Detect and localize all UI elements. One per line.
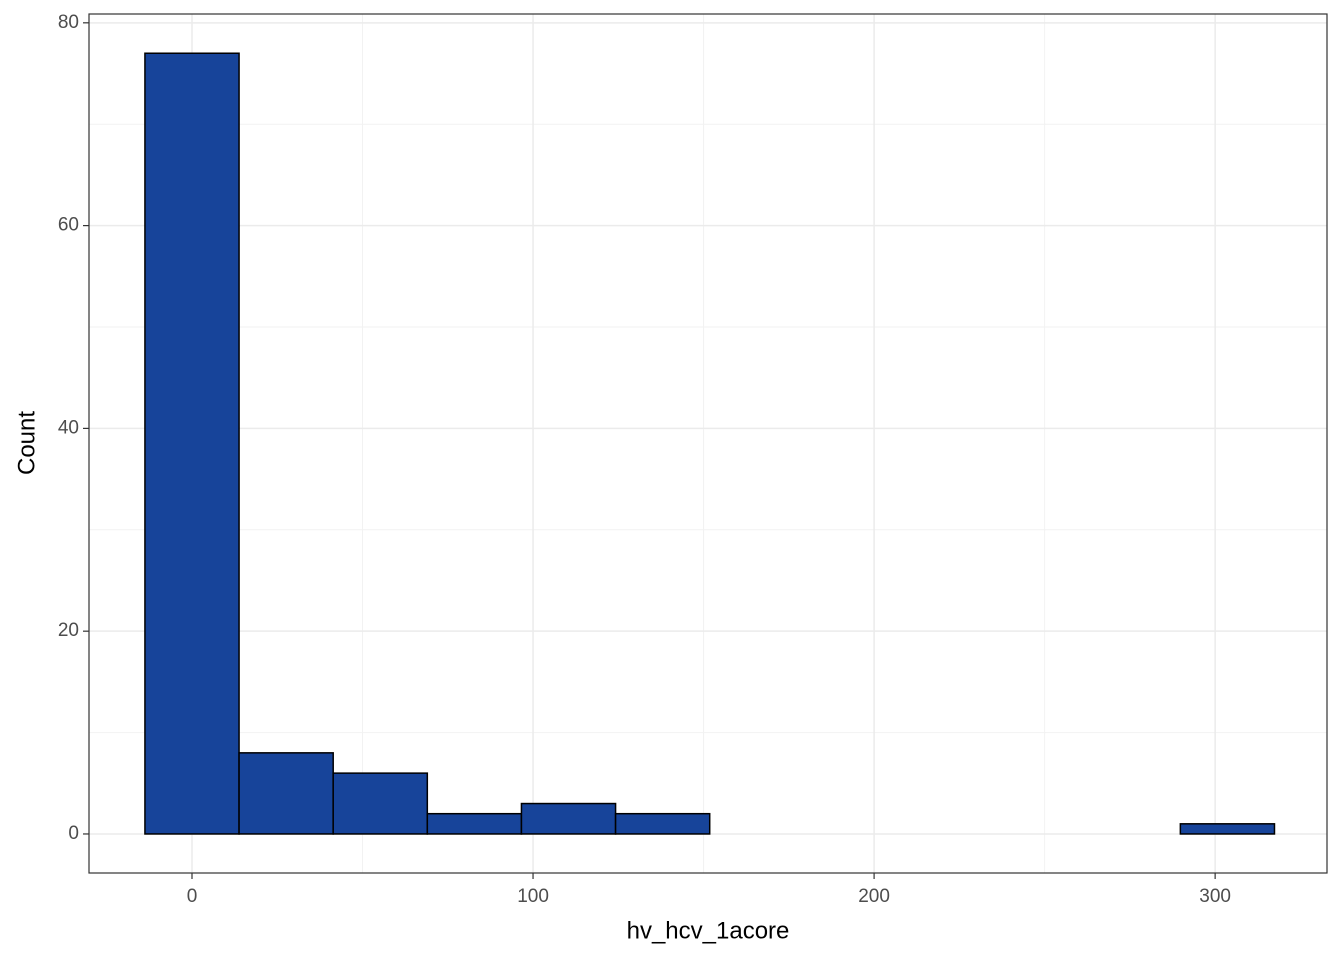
bar bbox=[238, 752, 334, 835]
x-tick-label: 0 bbox=[187, 886, 198, 907]
y-tick-label: 40 bbox=[58, 417, 79, 438]
x-tick-label: 100 bbox=[517, 886, 549, 907]
bar bbox=[614, 812, 711, 835]
y-tick-label: 20 bbox=[58, 620, 79, 641]
y-tick-label: 0 bbox=[68, 823, 79, 844]
panel-border bbox=[88, 13, 1328, 874]
y-tick-label: 80 bbox=[58, 12, 79, 33]
bar bbox=[332, 772, 429, 835]
x-tick-label: 300 bbox=[1199, 886, 1231, 907]
x-tick-label: 200 bbox=[858, 886, 890, 907]
y-axis-title: Count bbox=[13, 411, 40, 475]
bar bbox=[520, 802, 617, 835]
bar bbox=[1179, 823, 1276, 835]
x-axis-title: hv_hcv_1acore bbox=[627, 917, 790, 944]
y-tick-label: 60 bbox=[58, 215, 79, 236]
bar bbox=[426, 812, 523, 835]
bar bbox=[144, 52, 240, 835]
